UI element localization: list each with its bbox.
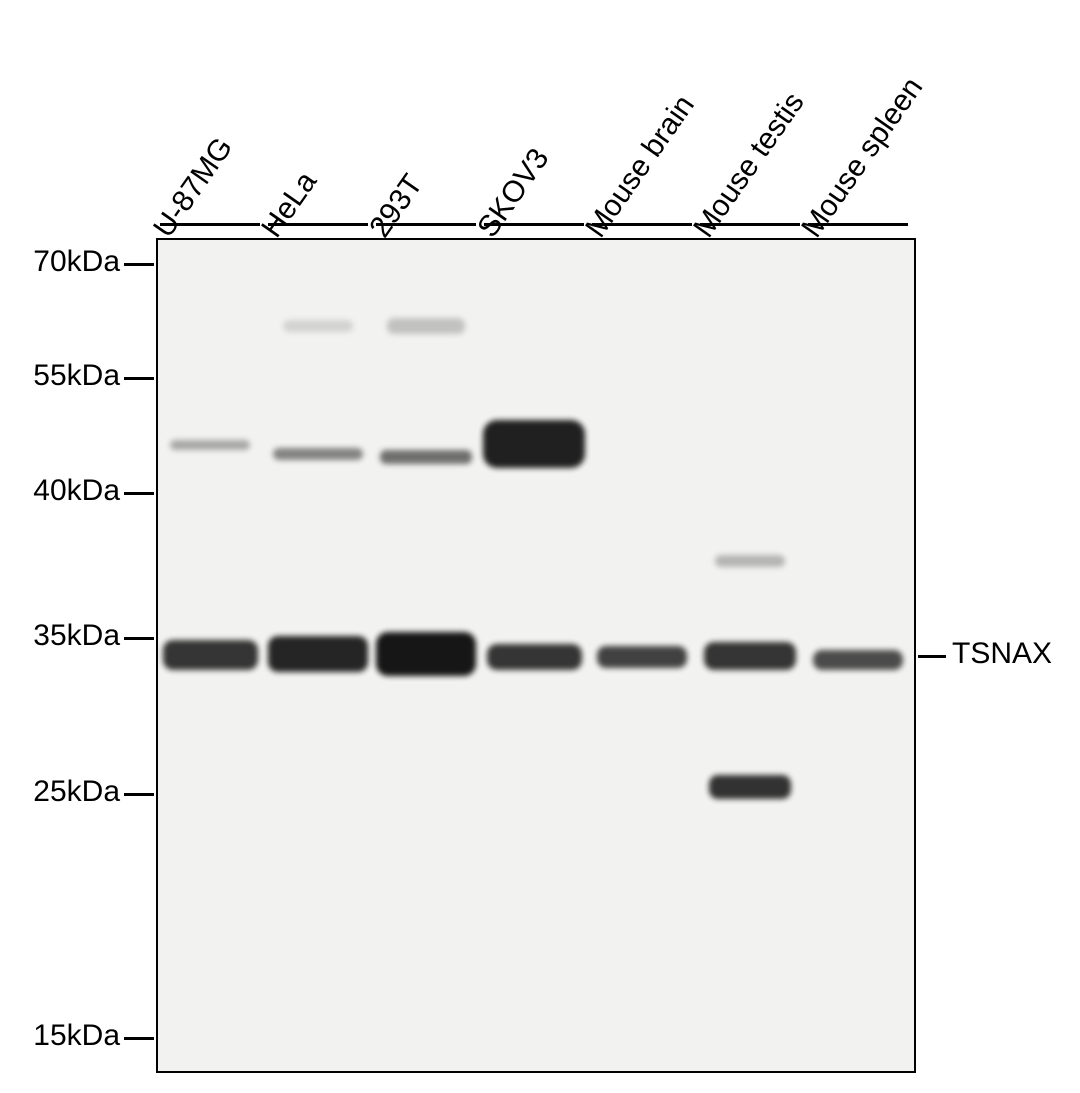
marker-label: 70kDa (10, 245, 120, 279)
protein-band (704, 642, 796, 670)
protein-band (597, 646, 687, 668)
lane-label: SKOV3 (471, 143, 556, 244)
marker-tick (124, 1037, 154, 1040)
marker-tick (124, 263, 154, 266)
marker-label: 40kDa (10, 474, 120, 508)
protein-band (483, 420, 585, 468)
lane-label: 293T (363, 168, 430, 244)
protein-band (170, 440, 250, 450)
marker-tick (124, 637, 154, 640)
protein-band (283, 320, 353, 332)
target-protein-label: TSNAX (952, 637, 1052, 671)
marker-tick (124, 377, 154, 380)
marker-tick (124, 793, 154, 796)
marker-tick (124, 492, 154, 495)
lane-label: Mouse spleen (795, 71, 930, 244)
protein-band (376, 632, 476, 676)
protein-band (268, 636, 368, 672)
protein-band (273, 448, 363, 460)
lane-label: HeLa (255, 166, 324, 244)
target-tick (918, 655, 946, 658)
marker-label: 35kDa (10, 619, 120, 653)
western-blot-figure: U-87MGHeLa 293T SKOV3 Mouse brainMouse test… (0, 0, 1080, 1093)
protein-band (487, 644, 582, 670)
lane-label: Mouse brain (579, 89, 702, 244)
protein-band (813, 650, 903, 670)
marker-label: 25kDa (10, 775, 120, 809)
protein-band (709, 775, 791, 799)
lane-label: Mouse testis (687, 87, 811, 244)
protein-band (715, 555, 785, 567)
marker-label: 15kDa (10, 1019, 120, 1053)
protein-band (387, 318, 465, 334)
marker-label: 55kDa (10, 359, 120, 393)
protein-band (163, 640, 258, 670)
lane-label: U-87MG (147, 132, 240, 244)
protein-band (380, 450, 472, 464)
